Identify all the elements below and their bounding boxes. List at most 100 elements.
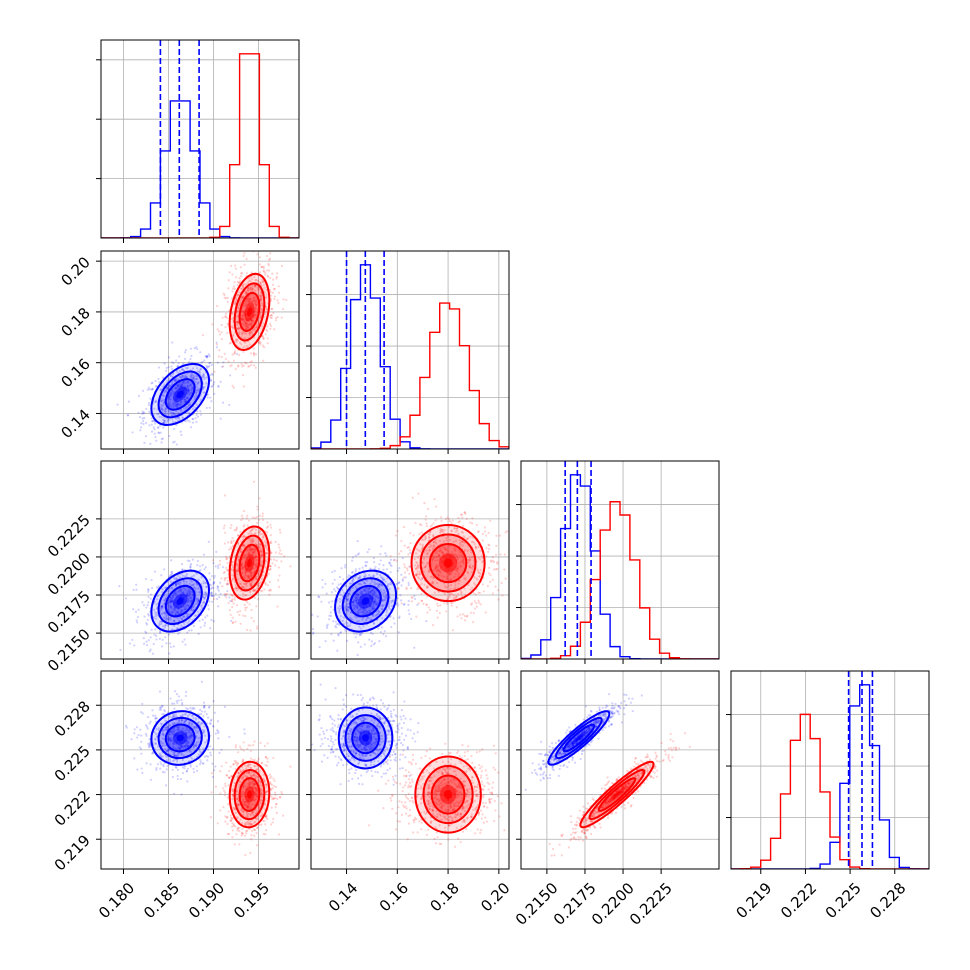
- scatter-point: [463, 587, 466, 590]
- scatter-point: [448, 573, 451, 576]
- scatter-point: [416, 565, 419, 568]
- scatter-point: [251, 589, 254, 592]
- scatter-point: [269, 324, 273, 328]
- scatter-point: [199, 626, 202, 629]
- scatter-point: [410, 600, 414, 603]
- scatter-point: [242, 585, 245, 588]
- scatter-point: [153, 407, 156, 410]
- scatter-point: [196, 347, 199, 351]
- scatter-point: [246, 345, 250, 349]
- scatter-point: [128, 642, 132, 645]
- scatter-point: [264, 271, 267, 274]
- scatter-point: [161, 385, 164, 388]
- scatter-point: [169, 398, 172, 401]
- scatter-point: [177, 403, 180, 407]
- scatter-point: [171, 611, 174, 614]
- scatter-point: [362, 581, 366, 585]
- scatter-point: [171, 596, 174, 599]
- scatter-point: [192, 767, 195, 770]
- scatter-point: [252, 354, 255, 357]
- scatter-point: [196, 602, 199, 605]
- scatter-point: [199, 368, 202, 371]
- scatter-point: [245, 299, 248, 302]
- scatter-point: [180, 753, 183, 756]
- scatter-point: [275, 275, 278, 279]
- scatter-point: [118, 585, 121, 588]
- scatter-point: [354, 636, 357, 639]
- scatter-point: [209, 722, 212, 725]
- scatter-point: [149, 648, 152, 651]
- scatter-point: [400, 584, 403, 587]
- scatter-point: [244, 324, 247, 327]
- scatter-point: [169, 599, 172, 603]
- scatter-point: [157, 431, 161, 435]
- scatter-point: [479, 568, 482, 572]
- scatter-point: [457, 516, 460, 520]
- scatter-point: [235, 338, 238, 341]
- scatter-point: [193, 587, 196, 590]
- scatter-point: [243, 569, 246, 572]
- scatter-point: [246, 549, 249, 552]
- scatter-point: [155, 727, 158, 731]
- scatter-point: [403, 603, 406, 606]
- scatter-point: [236, 564, 239, 567]
- scatter-point: [435, 542, 438, 545]
- scatter-point: [253, 284, 257, 287]
- scatter-point: [138, 456, 140, 458]
- scatter-point: [258, 542, 262, 545]
- scatter-point: [171, 775, 174, 779]
- scatter-point: [385, 554, 388, 557]
- scatter-point: [190, 757, 194, 760]
- scatter-point: [165, 750, 168, 753]
- scatter-point: [229, 374, 232, 377]
- scatter-point: [251, 537, 254, 540]
- scatter-point: [238, 291, 241, 294]
- scatter-point: [249, 550, 253, 553]
- scatter-point: [463, 614, 466, 618]
- scatter-point: [257, 288, 260, 291]
- scatter-point: [186, 621, 189, 624]
- scatter-point: [160, 441, 163, 444]
- scatter-point: [159, 630, 162, 634]
- scatter-point: [195, 583, 199, 586]
- scatter-point: [165, 756, 168, 759]
- scatter-point: [406, 569, 409, 572]
- scatter-point: [199, 759, 202, 762]
- scatter-point: [256, 521, 259, 525]
- scatter-point: [183, 616, 186, 619]
- scatter-point: [169, 374, 172, 378]
- scatter-point: [175, 377, 178, 380]
- scatter-point: [487, 531, 490, 535]
- scatter-point: [436, 566, 439, 569]
- scatter-point: [161, 730, 164, 733]
- scatter-point: [160, 408, 163, 411]
- scatter-point: [250, 532, 253, 535]
- scatter-point: [131, 638, 134, 641]
- scatter-point: [189, 584, 193, 587]
- scatter-point: [244, 573, 247, 576]
- scatter-point: [434, 566, 437, 570]
- scatter-point: [170, 571, 173, 574]
- scatter-point: [249, 322, 253, 325]
- scatter-point: [253, 296, 257, 299]
- scatter-point: [448, 572, 452, 575]
- scatter-point: [146, 727, 149, 730]
- scatter-point: [406, 567, 409, 570]
- scatter-point: [217, 589, 220, 592]
- scatter-point: [231, 566, 234, 569]
- scatter-point: [176, 405, 179, 408]
- scatter-point: [227, 602, 230, 605]
- scatter-point: [215, 550, 218, 553]
- scatter-point: [367, 548, 371, 551]
- scatter-point: [253, 589, 256, 593]
- scatter-point: [282, 298, 285, 301]
- scatter-point: [211, 373, 214, 376]
- scatter-point: [454, 584, 457, 587]
- scatter-point: [255, 577, 258, 581]
- scatter-point: [474, 547, 478, 550]
- panel-frame: [310, 460, 510, 660]
- scatter-point: [357, 619, 360, 622]
- scatter-point: [174, 765, 177, 769]
- scatter-point: [363, 588, 366, 591]
- scatter-point: [398, 615, 401, 618]
